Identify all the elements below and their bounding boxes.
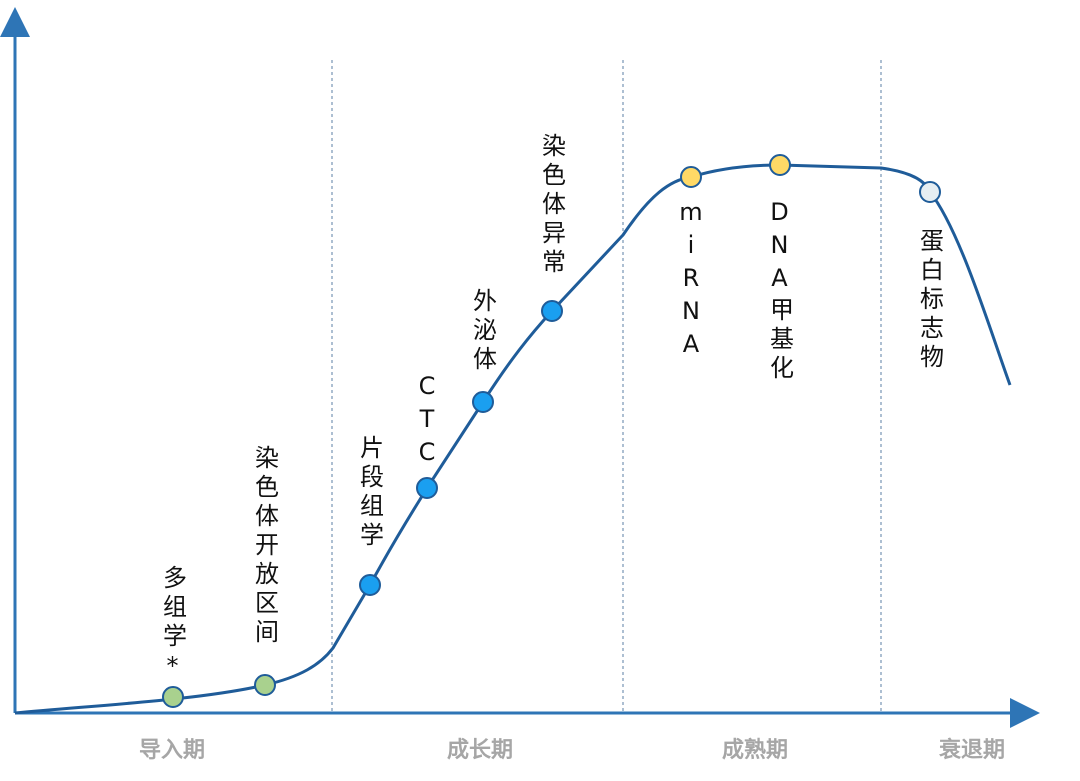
node-label: 外泌体 — [468, 288, 497, 375]
node-marker — [680, 166, 702, 188]
node-marker — [416, 477, 438, 499]
node-label: miRNA — [677, 198, 705, 363]
node-label: DNA甲基化 — [765, 198, 794, 384]
phase-label: 衰退期 — [938, 738, 1006, 763]
phase-label: 导入期 — [138, 738, 206, 763]
phase-label: 成熟期 — [721, 738, 789, 763]
node-label: 多组学* — [158, 565, 187, 685]
node-marker — [359, 574, 381, 596]
node-label: 蛋白标志物 — [915, 228, 944, 373]
node-label: 片段组学 — [355, 435, 384, 551]
node-marker — [541, 300, 563, 322]
node-label: 染色体异常 — [537, 133, 566, 278]
node-label: CTC — [413, 372, 441, 471]
node-marker — [919, 181, 941, 203]
node-marker — [769, 154, 791, 176]
node-marker — [254, 674, 276, 696]
node-marker — [472, 391, 494, 413]
node-marker — [162, 686, 184, 708]
node-label: 染色体开放区间 — [250, 445, 279, 648]
phase-label: 成长期 — [446, 738, 514, 763]
